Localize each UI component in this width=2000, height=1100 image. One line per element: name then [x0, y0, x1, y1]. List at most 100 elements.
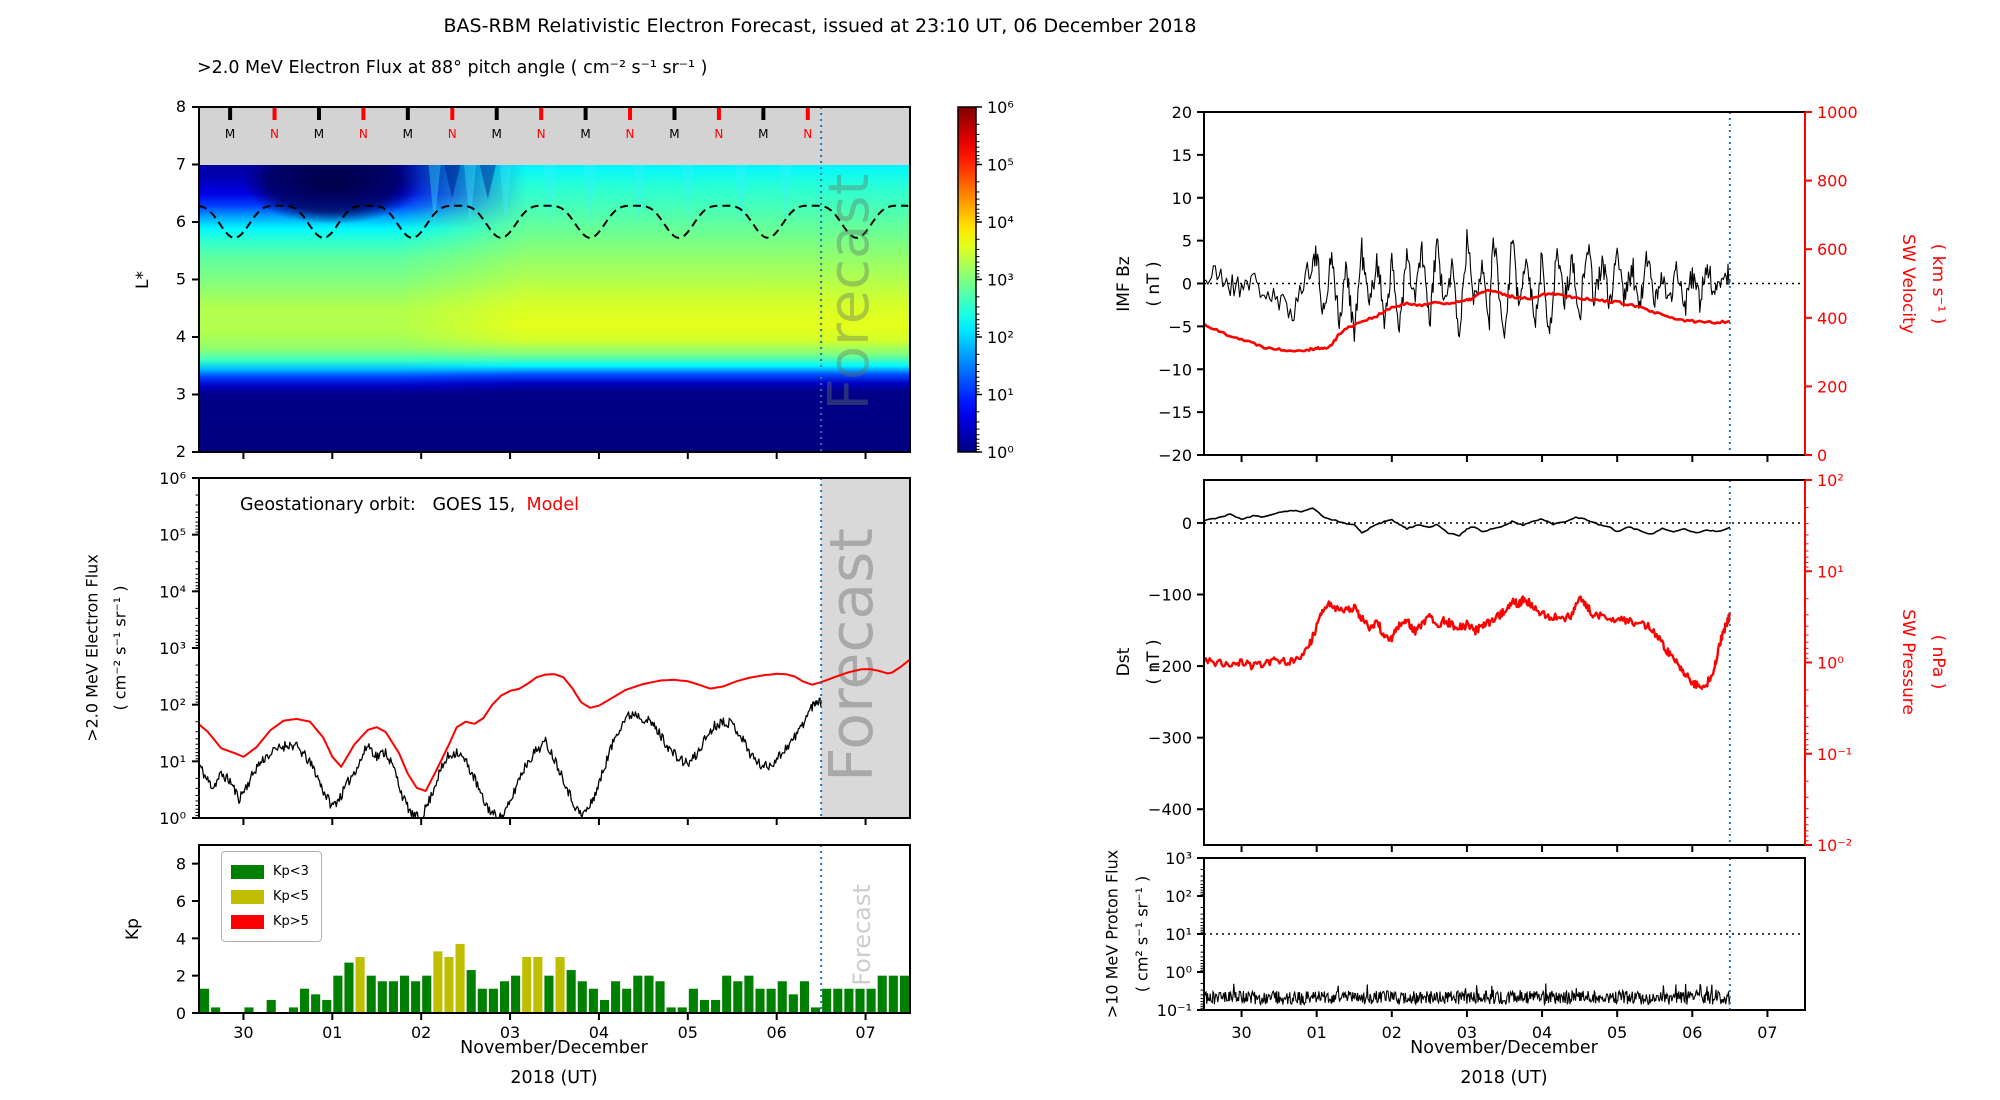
- velocity-tick-label: 400: [1817, 309, 1848, 328]
- kp-bar: [688, 988, 698, 1013]
- imf-bz-ylabel-line2: ( nT ): [1144, 261, 1164, 307]
- injection-streak: [779, 165, 792, 226]
- kp-bar: [833, 988, 843, 1013]
- kp-bar: [599, 999, 610, 1013]
- midnight-label: M: [314, 127, 324, 141]
- flux-tick-label: 10⁰: [159, 809, 186, 828]
- kp-bar: [522, 957, 532, 1013]
- kp-tick-label: 2: [176, 967, 186, 986]
- kp-bar: [777, 981, 787, 1013]
- legend-swatch-yellow: [231, 889, 264, 904]
- midnight-label: M: [669, 127, 679, 141]
- proton-tick-label: 10⁰: [1165, 963, 1192, 982]
- kp-bar: [488, 988, 498, 1013]
- injection-streak: [735, 165, 748, 226]
- sw-pressure-ylabel-line2: ( nPa ): [1928, 634, 1948, 690]
- bz-tick-label: 15: [1172, 146, 1192, 165]
- goes15-series: [198, 697, 822, 819]
- kp-bar: [411, 981, 421, 1013]
- sw-pressure-series: [1202, 595, 1732, 691]
- kp-bar: [344, 962, 354, 1013]
- colorbar-tick-label: 10¹: [987, 386, 1014, 405]
- noon-label: N: [537, 127, 546, 141]
- kp-tick-label: 8: [176, 855, 186, 874]
- sw-pressure-ylabel-line1: SW Pressure: [1898, 609, 1918, 715]
- noon-label: N: [359, 127, 368, 141]
- kp-bar: [611, 981, 621, 1013]
- proton-tick-label: 10¹: [1165, 925, 1192, 944]
- dst-ylabel-line2: ( nT ): [1144, 639, 1164, 685]
- kp-bar: [511, 975, 521, 1013]
- legend-row-kp-gt5: Kp>5: [231, 909, 309, 934]
- kp-bar: [711, 999, 721, 1013]
- annotation-prefix: Geostationary orbit:: [240, 495, 416, 515]
- kp-bar: [722, 975, 732, 1013]
- legend-swatch-red: [231, 914, 264, 929]
- colorbar-tick-label: 10⁵: [987, 156, 1014, 175]
- kp-bar: [466, 970, 476, 1013]
- forecast-watermark: Forecast: [817, 528, 887, 782]
- noon-label: N: [270, 127, 279, 141]
- kp-bar: [244, 1007, 254, 1013]
- kp-bar: [666, 1007, 676, 1013]
- x-tick-label: 02: [411, 1023, 431, 1042]
- legend-row-kp-lt5: Kp<5: [231, 884, 309, 909]
- goes-lstar-track: [198, 204, 909, 239]
- kp-bar: [355, 957, 365, 1013]
- electron-flux-ylabel-line1: >2.0 MeV Electron Flux: [82, 554, 102, 742]
- x-tick-label: 04: [589, 1023, 609, 1042]
- injection-streak: [499, 165, 512, 226]
- colorbar-tick-label: 10³: [987, 271, 1014, 290]
- bz-tick-label: 5: [1182, 232, 1192, 251]
- spectrogram-ylabel: L*: [133, 271, 153, 289]
- kp-bar: [499, 981, 510, 1013]
- injection-streak: [464, 165, 477, 226]
- injection-streak: [632, 165, 645, 226]
- kp-bar: [788, 994, 798, 1013]
- colorbar-tick-label: 10⁴: [987, 213, 1014, 232]
- kp-bar: [766, 988, 776, 1013]
- flux-tick-label: 10⁶: [159, 469, 186, 488]
- lstar-tick-label: 2: [176, 442, 186, 461]
- proton-tick-label: 10²: [1165, 887, 1192, 906]
- x-tick-label: 05: [678, 1023, 698, 1042]
- kp-tick-label: 4: [176, 929, 186, 948]
- x-tick-label: 06: [1682, 1023, 1702, 1042]
- axis-frame: [198, 477, 911, 819]
- lstar-tick-label: 3: [176, 385, 186, 404]
- lstar-tick-label: 6: [176, 212, 186, 231]
- bz-tick-label: −15: [1158, 403, 1192, 422]
- x-tick-label: 01: [1307, 1023, 1327, 1042]
- x-axis-title-right-line2: 2018 (UT): [1460, 1068, 1548, 1088]
- kp-bar: [633, 975, 643, 1013]
- kp-bar: [266, 999, 276, 1013]
- pressure-tick-label: 10⁻²: [1817, 836, 1852, 855]
- kp-bar: [200, 988, 210, 1013]
- kp-bar: [333, 975, 343, 1013]
- flux-tick-label: 10²: [159, 696, 186, 715]
- kp-bar: [322, 999, 332, 1013]
- goes-annotation: Geostationary orbit: GOES 15, Model: [240, 495, 579, 515]
- kp-bar: [211, 1007, 221, 1013]
- x-axis-title-right-line1: November/December: [1410, 1038, 1598, 1058]
- velocity-tick-label: 200: [1817, 377, 1848, 396]
- kp-bar: [622, 988, 632, 1013]
- electron-flux-ylabel-line2: ( cm⁻² s⁻¹ sr⁻¹ ): [110, 585, 130, 711]
- noon-label: N: [714, 127, 723, 141]
- imf-bz-series: [1203, 228, 1731, 342]
- kp-bar: [799, 981, 810, 1013]
- kp-bar: [555, 957, 565, 1013]
- colorbar: [957, 106, 977, 453]
- dst-tick-label: −300: [1148, 729, 1192, 748]
- midnight-label: M: [492, 127, 502, 141]
- x-tick-label: 07: [1757, 1023, 1777, 1042]
- lstar-tick-label: 7: [176, 155, 186, 174]
- proton-flux-series: [1203, 983, 1731, 1007]
- bz-tick-label: 10: [1172, 189, 1192, 208]
- kp-bar: [544, 975, 554, 1013]
- x-tick-label: 02: [1382, 1023, 1402, 1042]
- dst-tick-label: −200: [1148, 657, 1192, 676]
- kp-tick-label: 6: [176, 892, 186, 911]
- kp-bar: [422, 975, 432, 1013]
- kp-bar: [433, 951, 443, 1013]
